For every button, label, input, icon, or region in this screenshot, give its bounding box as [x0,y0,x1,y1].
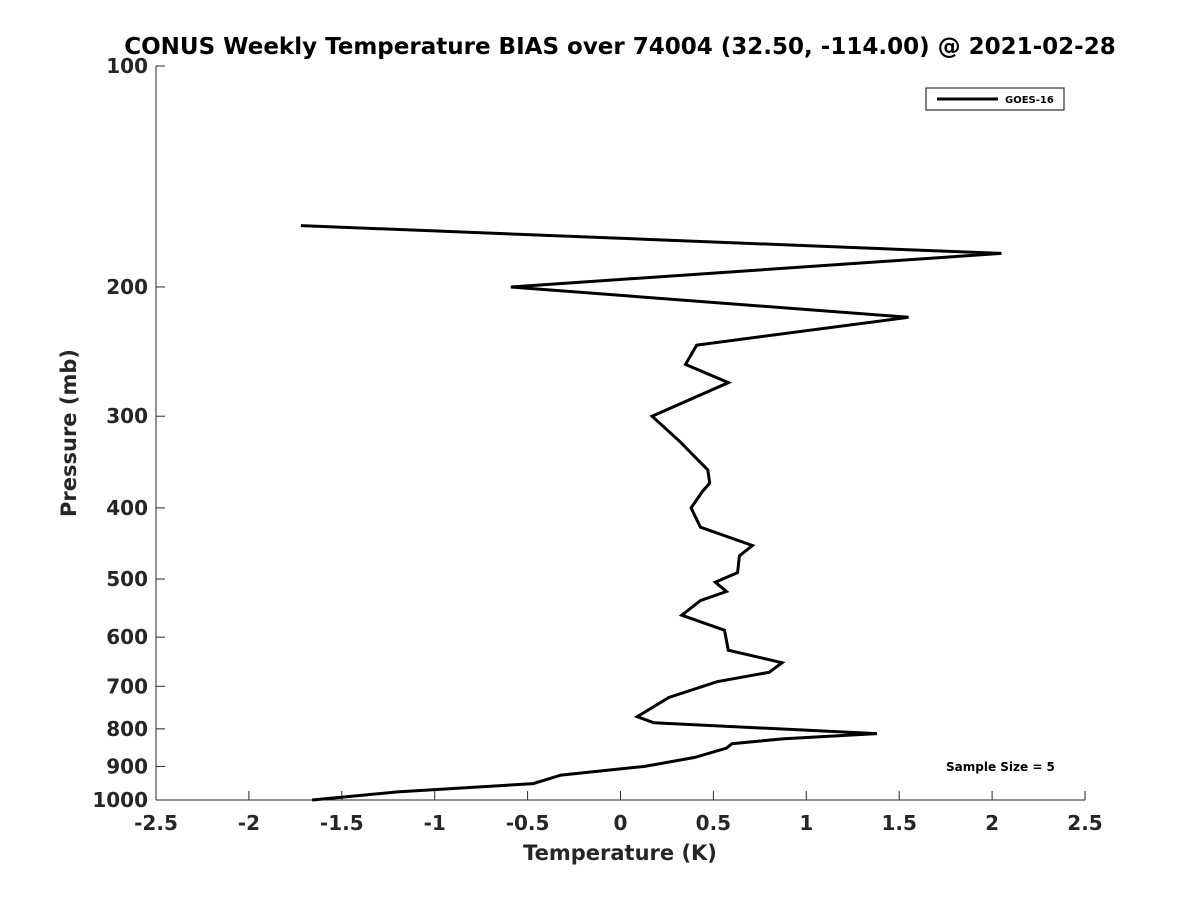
y-tick-label: 600 [106,625,148,649]
y-tick-label: 900 [106,754,148,778]
y-tick-label: 800 [106,717,148,741]
sample-size-annotation: Sample Size = 5 [946,760,1055,774]
x-axis-title: Temperature (K) [523,841,717,865]
x-axis-ticks: -2.5 -2 -1.5 -1 -0.5 0 0.5 1 1.5 2 2.5 [134,791,1103,835]
x-tick-label: 2 [985,811,999,835]
y-tick-label: 200 [106,275,148,299]
y-tick-label: 100 [106,54,148,78]
y-tick-label: 500 [106,567,148,591]
x-tick-label: 1 [799,811,813,835]
series-layer [300,224,1002,802]
x-tick-label: -2.5 [134,811,178,835]
y-tick-label: 300 [106,404,148,428]
y-tick-label: 700 [106,674,148,698]
x-tick-label: 0 [614,811,628,835]
y-axis-title: Pressure (mb) [57,349,81,517]
chart-title: CONUS Weekly Temperature BIAS over 74004… [124,34,1115,60]
y-tick-label: 400 [106,496,148,520]
series-line-goes-16 [300,224,1002,802]
x-tick-label: 0.5 [696,811,731,835]
x-tick-label: -0.5 [506,811,550,835]
legend-label: GOES-16 [1005,95,1054,106]
x-tick-label: 1.5 [881,811,916,835]
x-tick-label: -2 [238,811,260,835]
legend: GOES-16 [925,87,1065,111]
x-tick-label: 2.5 [1067,811,1102,835]
y-axis-ticks: 100 200 300 400 500 600 700 800 900 1000 [92,54,165,812]
x-tick-label: -1.5 [320,811,364,835]
x-tick-label: -1 [424,811,446,835]
y-tick-label: 1000 [92,788,148,812]
